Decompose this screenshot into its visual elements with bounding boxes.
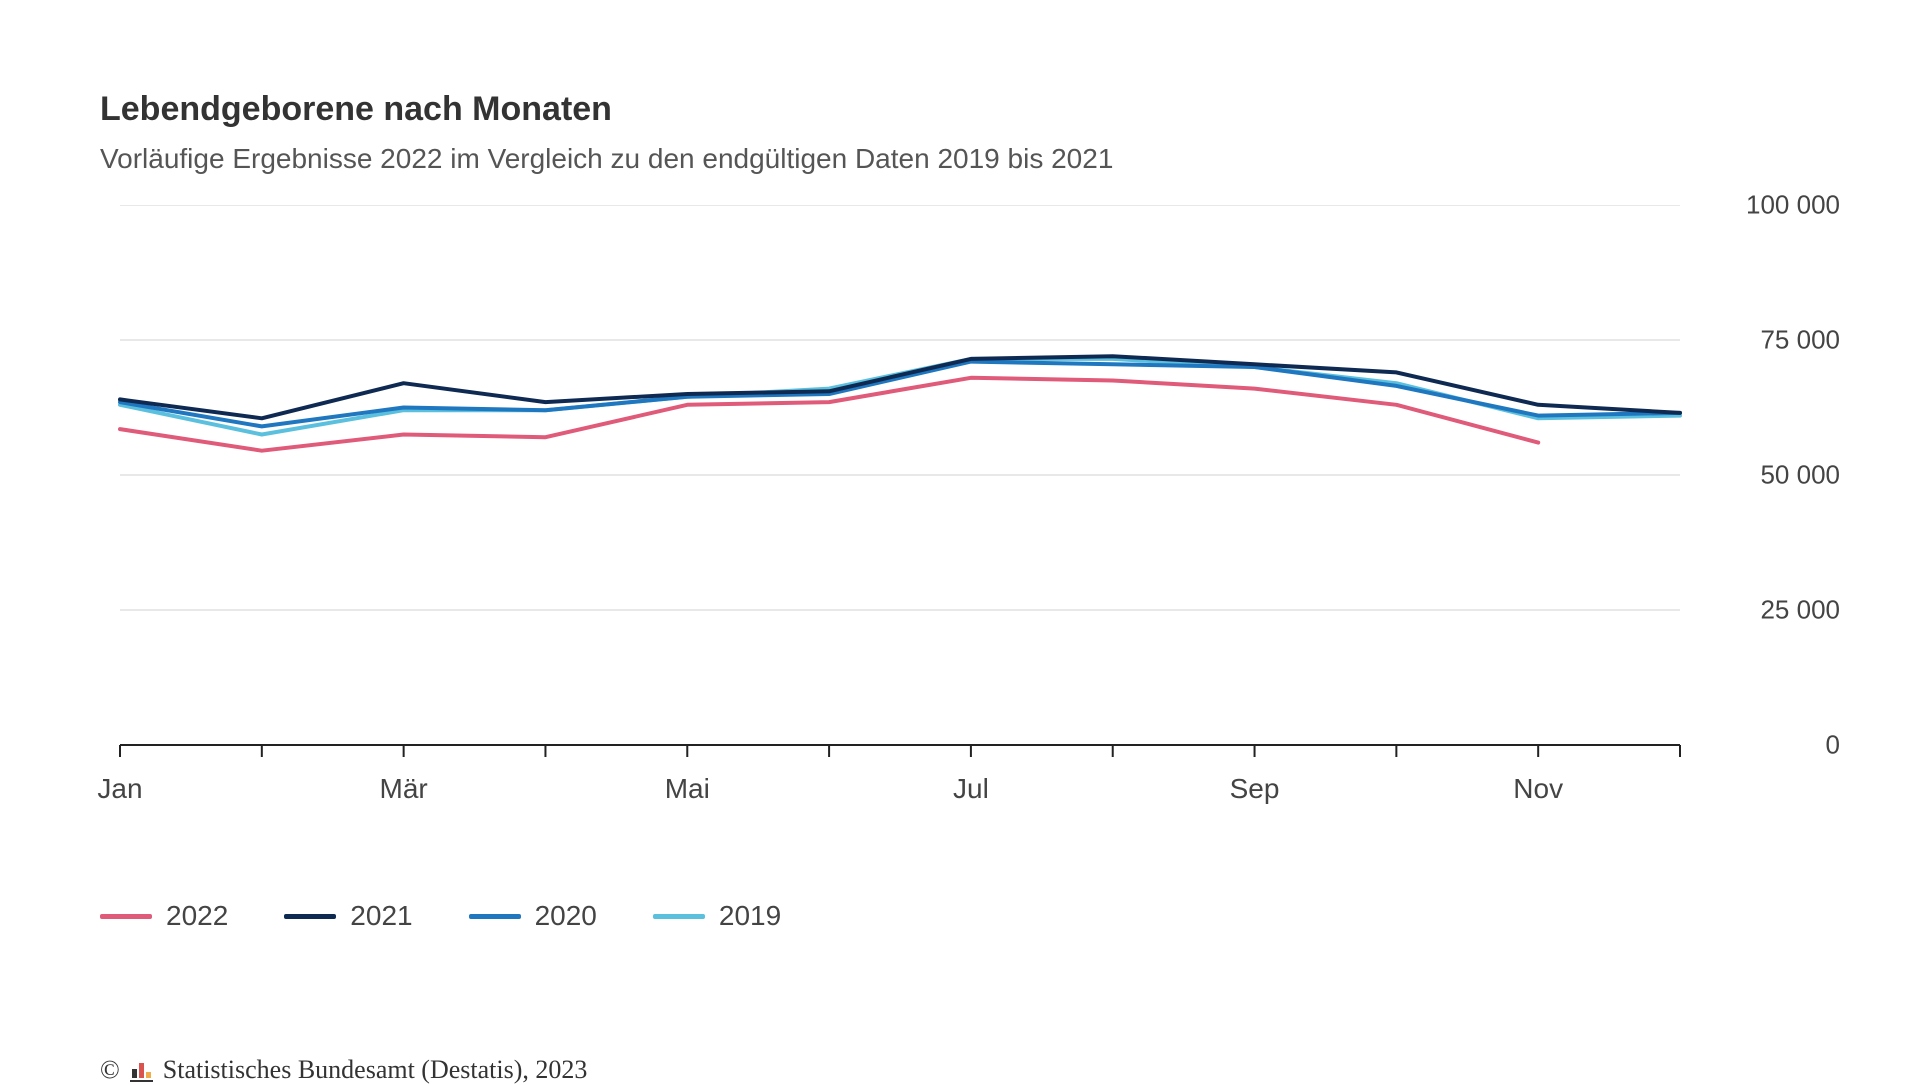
legend-item-2020: 2020 <box>469 900 597 932</box>
destatis-logo-icon <box>130 1058 153 1082</box>
y-tick-label: 0 <box>1720 730 1840 761</box>
attribution: © Statistisches Bundesamt (Destatis), 20… <box>100 1055 587 1085</box>
legend-label: 2022 <box>166 900 228 932</box>
legend-label: 2020 <box>535 900 597 932</box>
legend-item-2019: 2019 <box>653 900 781 932</box>
x-tick-label: Mai <box>665 773 710 805</box>
attribution-text: Statistisches Bundesamt (Destatis), 2023 <box>163 1055 588 1085</box>
x-tick-label: Sep <box>1230 773 1280 805</box>
legend-label: 2021 <box>350 900 412 932</box>
chart-subtitle: Vorläufige Ergebnisse 2022 im Vergleich … <box>100 143 1820 175</box>
legend-item-2022: 2022 <box>100 900 228 932</box>
y-tick-label: 75 000 <box>1720 325 1840 356</box>
line-chart-svg <box>100 205 1820 845</box>
y-tick-label: 100 000 <box>1720 190 1840 221</box>
x-tick-label: Mär <box>380 773 428 805</box>
y-tick-label: 25 000 <box>1720 595 1840 626</box>
copyright-symbol: © <box>100 1055 120 1085</box>
legend-swatch <box>284 914 336 919</box>
legend-swatch <box>469 914 521 919</box>
x-tick-label: Nov <box>1513 773 1563 805</box>
x-tick-label: Jul <box>953 773 989 805</box>
y-tick-label: 50 000 <box>1720 460 1840 491</box>
legend-swatch <box>653 914 705 919</box>
series-line-2021 <box>120 356 1680 418</box>
chart-title: Lebendgeborene nach Monaten <box>100 90 1820 129</box>
legend-swatch <box>100 914 152 919</box>
x-tick-label: Jan <box>97 773 142 805</box>
legend: 2022 2021 2020 2019 <box>100 900 781 932</box>
chart-area: 025 00050 00075 000100 000JanMärMaiJulSe… <box>100 205 1820 845</box>
legend-label: 2019 <box>719 900 781 932</box>
legend-item-2021: 2021 <box>284 900 412 932</box>
